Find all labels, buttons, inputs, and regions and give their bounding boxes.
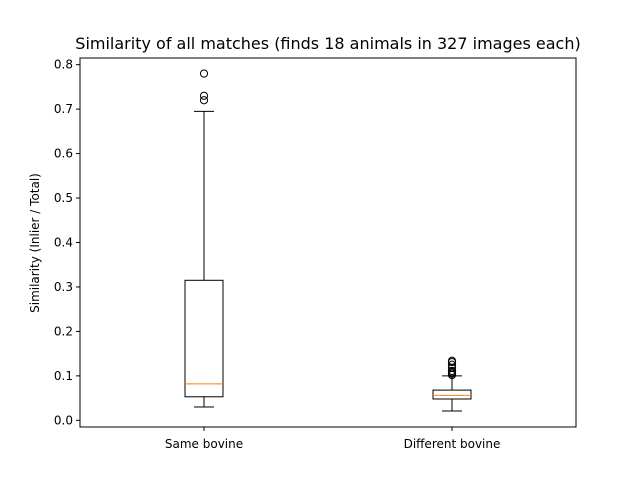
y-tick-label: 0.5	[54, 191, 73, 205]
axes-frame	[79, 57, 577, 428]
y-tick-label: 0.7	[54, 102, 73, 116]
y-tick-label: 0.0	[54, 413, 73, 427]
x-tick-label: Same bovine	[165, 437, 243, 451]
y-tick-label: 0.8	[54, 58, 73, 72]
outlier-point	[199, 96, 209, 105]
outlier-point	[447, 366, 457, 376]
chart-title: Similarity of all matches (finds 18 anim…	[75, 34, 580, 53]
outlier-point	[447, 356, 457, 365]
y-tick-label: 0.1	[54, 369, 73, 383]
plot-area: 0.0 0.1 0.2 0.3 0.4 0.5 0.6 0.7 0.8 Same bovine Di…	[54, 58, 500, 451]
box-iqr	[432, 389, 472, 400]
y-axis-label: Similarity (Inlier / Total)	[28, 173, 42, 313]
x-tick-label: Different bovine	[404, 437, 501, 451]
y-tick-label: 0.4	[54, 236, 73, 250]
outlier-point	[447, 360, 457, 369]
y-tick-label: 0.6	[54, 147, 73, 161]
y-tick-label: 0.3	[54, 280, 73, 294]
outlier-point	[199, 91, 209, 100]
outlier-point	[199, 69, 209, 78]
box-iqr	[184, 279, 224, 398]
y-tick-label: 0.2	[54, 324, 73, 338]
